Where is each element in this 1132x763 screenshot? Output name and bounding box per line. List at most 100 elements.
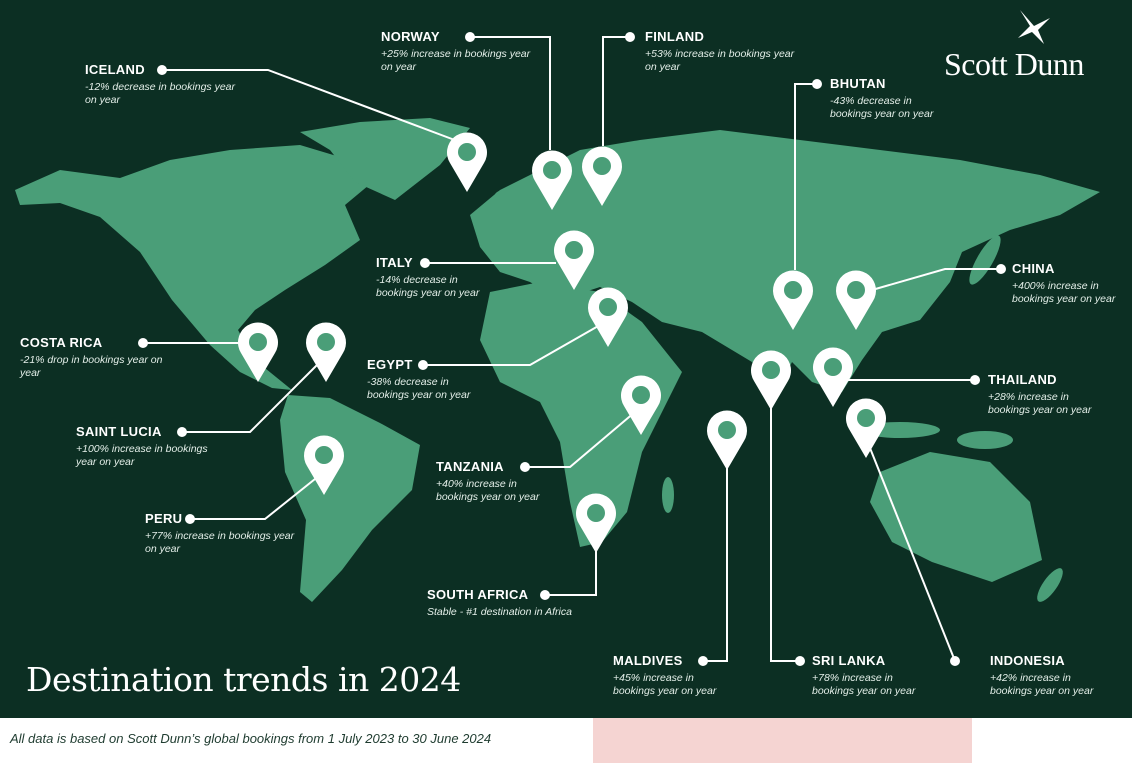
leader-dot-china xyxy=(996,264,1006,274)
leader-dot-south-africa xyxy=(540,590,550,600)
swallow-icon xyxy=(1018,10,1050,44)
destination-trend: +400% increase in bookings year on year xyxy=(1012,280,1116,305)
destination-trend: -14% decrease in bookings year on year xyxy=(376,274,480,299)
destination-label-tanzania: TANZANIA +40% increase in bookings year o… xyxy=(436,459,561,504)
leader-line-tanzania xyxy=(525,411,636,468)
leader-dot-finland xyxy=(625,32,635,42)
destination-trend: +77% increase in bookings year on year xyxy=(145,530,295,555)
eurasia xyxy=(470,130,1100,402)
destination-label-costa-rica: COSTA RICA -21% drop in bookings year on … xyxy=(20,335,170,380)
destination-name: SOUTH AFRICA xyxy=(427,587,529,602)
map-pin-icon-saint-lucia[interactable] xyxy=(306,322,346,382)
destination-name: ITALY xyxy=(376,255,413,270)
destination-label-peru: PERU +77% increase in bookings year on ye… xyxy=(145,511,295,556)
infographic-poster: ICELAND -12% decrease in bookings year on… xyxy=(0,0,1132,718)
leader-line-saint-lucia xyxy=(182,361,321,433)
leader-line-norway xyxy=(470,36,551,150)
destination-name: FINLAND xyxy=(645,29,705,44)
destination-name: BHUTAN xyxy=(830,76,886,91)
leader-dot-egypt xyxy=(418,360,428,370)
poster-title: Destination trends in 2024 xyxy=(26,660,461,699)
map-pin-icon-maldives[interactable] xyxy=(707,410,747,470)
map-pin-icon-norway[interactable] xyxy=(532,150,572,210)
destination-name: EGYPT xyxy=(367,357,413,372)
north-america xyxy=(15,145,375,390)
africa xyxy=(480,282,682,547)
map-pin-icon-indonesia[interactable] xyxy=(846,398,886,458)
destination-name: PERU xyxy=(145,511,183,526)
destination-name: SRI LANKA xyxy=(812,653,886,668)
destination-trend: +45% increase in bookings year on year xyxy=(613,672,717,697)
destination-trend: +42% increase in bookings year on year xyxy=(990,672,1094,697)
leader-line-south-africa xyxy=(545,535,597,596)
leader-line-egypt xyxy=(423,324,601,366)
destination-trend: Stable - #1 destination in Africa xyxy=(427,606,572,618)
leader-dot-saint-lucia xyxy=(177,427,187,437)
destination-trend: +100% increase in bookings year on year xyxy=(76,443,208,468)
map-pin-icon-china[interactable] xyxy=(836,270,876,330)
leader-line-finland xyxy=(602,36,630,146)
leader-dot-indonesia xyxy=(950,656,960,666)
destination-label-saint-lucia: SAINT LUCIA +100% increase in bookings ye… xyxy=(76,424,226,469)
australia xyxy=(870,452,1042,582)
map-pin-icon-sri-lanka[interactable] xyxy=(751,350,791,410)
map-pin-icon-egypt[interactable] xyxy=(588,287,628,347)
destination-trend: -43% decrease in bookings year on year xyxy=(830,95,934,120)
leader-dot-maldives xyxy=(698,656,708,666)
destination-label-indonesia: INDONESIA +42% increase in bookings year … xyxy=(990,653,1110,698)
destination-label-china: CHINA +400% increase in bookings year on … xyxy=(1012,261,1122,306)
leader-line-peru xyxy=(190,474,321,520)
destination-label-finland: FINLAND +53% increase in bookings year on… xyxy=(645,29,795,74)
greenland xyxy=(300,118,470,200)
map-pin-icon-thailand[interactable] xyxy=(813,347,854,407)
map-pin-icon-finland[interactable] xyxy=(582,146,623,206)
leader-line-bhutan xyxy=(794,83,817,270)
destination-name: ICELAND xyxy=(85,62,145,77)
destination-name: NORWAY xyxy=(381,29,440,44)
destination-label-bhutan: BHUTAN -43% decrease in bookings year on … xyxy=(830,76,950,121)
leader-dot-sri-lanka xyxy=(795,656,805,666)
leader-line-indonesia xyxy=(865,437,956,662)
destination-name: TANZANIA xyxy=(436,459,504,474)
destination-label-egypt: EGYPT -38% decrease in bookings year on y… xyxy=(367,357,487,402)
world-map xyxy=(15,32,1100,666)
leader-dot-costa-rica xyxy=(138,338,148,348)
destination-name: INDONESIA xyxy=(990,653,1065,668)
map-pin-icon-tanzania[interactable] xyxy=(621,375,661,435)
leader-dot-tanzania xyxy=(520,462,530,472)
japan xyxy=(969,235,1001,285)
leader-dot-italy xyxy=(420,258,430,268)
destination-trend: -38% decrease in bookings year on year xyxy=(367,376,471,401)
destination-name: SAINT LUCIA xyxy=(76,424,162,439)
leader-dot-iceland xyxy=(157,65,167,75)
leader-lines xyxy=(138,32,1006,666)
madagascar xyxy=(662,477,674,513)
destination-label-italy: ITALY -14% decrease in bookings year on y… xyxy=(376,255,496,300)
leader-dot-thailand xyxy=(970,375,980,385)
destination-name: COSTA RICA xyxy=(20,335,103,350)
map-pin-icon-bhutan[interactable] xyxy=(773,270,814,330)
destination-name: MALDIVES xyxy=(613,653,683,668)
destination-name: THAILAND xyxy=(988,372,1057,387)
leader-dot-norway xyxy=(465,32,475,42)
leader-line-iceland xyxy=(162,69,461,143)
destination-label-thailand: THAILAND +28% increase in bookings year o… xyxy=(988,372,1108,417)
map-pin-icon-peru[interactable] xyxy=(304,435,344,495)
south-america xyxy=(280,395,420,602)
destination-name: CHINA xyxy=(1012,261,1055,276)
new-zealand xyxy=(1037,568,1063,602)
destination-trend: +28% increase in bookings year on year xyxy=(988,391,1092,416)
scott-dunn-logo: Scott Dunn xyxy=(944,8,1124,88)
highlight-block xyxy=(593,718,972,763)
map-pin-icon-south-africa[interactable] xyxy=(576,493,616,553)
map-pin-icon-italy[interactable] xyxy=(554,230,594,290)
pins xyxy=(238,132,886,553)
new-guinea xyxy=(957,431,1013,449)
leader-line-sri-lanka xyxy=(770,390,800,662)
map-pin-icon-iceland[interactable] xyxy=(447,132,487,192)
destination-label-norway: NORWAY +25% increase in bookings year on … xyxy=(381,29,531,74)
map-pin-icon-costa-rica[interactable] xyxy=(238,322,278,382)
destination-trend: +53% increase in bookings year on year xyxy=(645,48,795,73)
leader-dot-bhutan xyxy=(812,79,822,89)
destination-label-sri-lanka: SRI LANKA +78% increase in bookings year … xyxy=(812,653,932,698)
